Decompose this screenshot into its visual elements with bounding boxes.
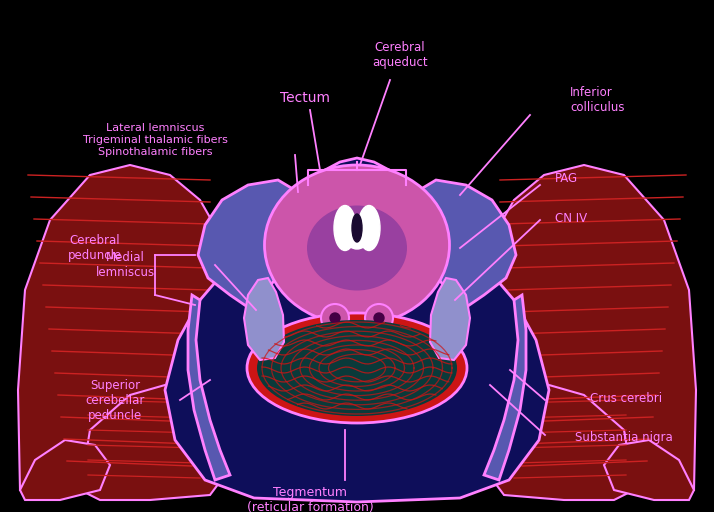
Text: Crus cerebri: Crus cerebri <box>590 392 662 404</box>
Ellipse shape <box>257 320 457 416</box>
Polygon shape <box>430 278 470 360</box>
Polygon shape <box>198 180 305 310</box>
Polygon shape <box>80 385 225 500</box>
Text: Inferior
colliculus: Inferior colliculus <box>570 86 625 114</box>
Text: PAG: PAG <box>555 172 578 184</box>
Ellipse shape <box>307 205 407 290</box>
Text: Cerebral
aqueduct: Cerebral aqueduct <box>372 41 428 69</box>
Polygon shape <box>252 158 462 382</box>
Text: Tegmentum
(reticular formation): Tegmentum (reticular formation) <box>246 486 373 512</box>
Polygon shape <box>20 440 110 500</box>
Ellipse shape <box>374 313 384 323</box>
Text: Lateral lemniscus
Trigeminal thalamic fibers
Spinothalamic fibers: Lateral lemniscus Trigeminal thalamic fi… <box>83 123 228 157</box>
Text: Substantia nigra: Substantia nigra <box>575 432 673 444</box>
Ellipse shape <box>330 313 340 323</box>
Polygon shape <box>409 180 516 310</box>
Polygon shape <box>244 278 284 360</box>
Ellipse shape <box>352 214 362 242</box>
Polygon shape <box>18 165 225 490</box>
Polygon shape <box>604 440 694 500</box>
Polygon shape <box>188 295 230 480</box>
Ellipse shape <box>334 205 356 250</box>
Polygon shape <box>489 385 634 500</box>
Ellipse shape <box>247 313 467 423</box>
Polygon shape <box>489 165 696 490</box>
Ellipse shape <box>358 205 380 250</box>
Ellipse shape <box>321 304 349 332</box>
Text: Medial
lemniscus: Medial lemniscus <box>96 251 154 279</box>
Polygon shape <box>484 295 526 480</box>
Ellipse shape <box>348 235 366 249</box>
Ellipse shape <box>264 165 450 325</box>
Text: CN IV: CN IV <box>555 211 587 224</box>
Ellipse shape <box>365 304 393 332</box>
Text: Tectum: Tectum <box>280 91 330 105</box>
Polygon shape <box>165 225 549 502</box>
Text: Cerebral
peduncle: Cerebral peduncle <box>68 234 122 262</box>
Text: Superior
cerebellar
peduncle: Superior cerebellar peduncle <box>85 378 145 421</box>
